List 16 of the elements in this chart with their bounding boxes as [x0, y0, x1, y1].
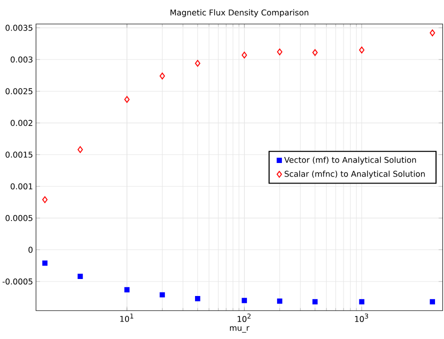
y-tick-label: 0.0005: [6, 215, 32, 222]
y-tick-label: 0.0035: [6, 24, 32, 31]
y-tick-label: 0: [28, 246, 33, 253]
chart-title: Magnetic Flux Density Comparison: [170, 9, 308, 18]
y-tick-label: 0.0025: [6, 88, 32, 94]
x-tick-label: 10$^{3}$: [355, 314, 368, 322]
y-tick-label: 0.001: [10, 183, 32, 190]
y-tick-label: 0.0015: [6, 152, 32, 158]
x-tick-label: 10$^{1}$: [120, 314, 134, 322]
y-tick-label: 0.002: [10, 120, 32, 126]
x-axis-title: mu_r: [230, 326, 250, 333]
y-tick-label: -0.0005: [2, 278, 32, 285]
y-tick-label: 0.003: [10, 56, 32, 63]
legend-label: Scalar (mfnc) to Analytical Solution: [284, 170, 425, 179]
legend-label: Vector (mf) to Analytical Solution: [284, 156, 416, 165]
x-tick-label: 10$^{2}$: [238, 314, 251, 322]
